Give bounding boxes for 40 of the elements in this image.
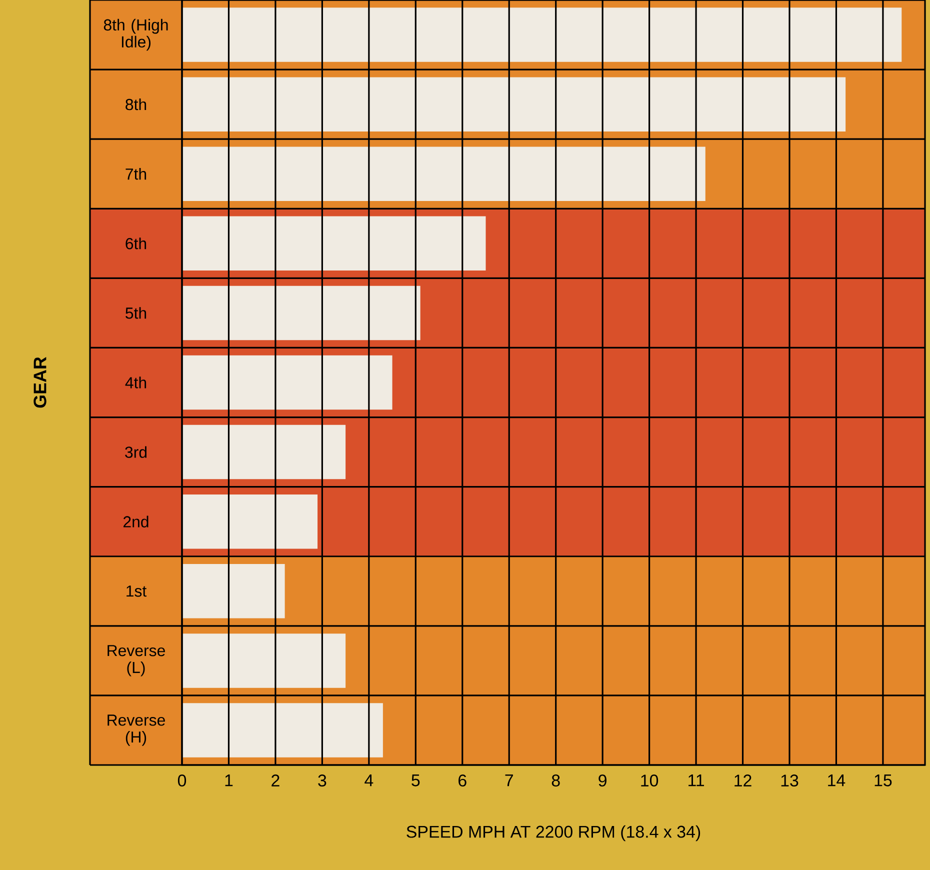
bar [182,8,902,62]
x-tick-label: 4 [364,774,374,786]
y-tick-label: 3rd [125,446,146,458]
x-tick-label: 11 [688,774,704,786]
x-tick-label: 15 [874,774,892,786]
x-tick-label: 3 [318,774,326,787]
bar [182,703,383,758]
y-tick-label: 7th [126,168,146,180]
y-tick-label: 8th [126,98,146,110]
bar [182,424,346,480]
y-tick-label: Reverse (H) [108,714,165,746]
bar [182,355,392,410]
bar [182,77,846,132]
bar [182,146,706,201]
x-tick-label: 5 [412,774,420,786]
x-tick-label: 14 [828,774,846,786]
x-tick-label: 8 [552,774,560,787]
x-tick-label: 2 [272,774,280,786]
x-tick-label: 0 [178,774,186,787]
x-axis-title: SPEED MPH AT 2200 RPM (18.4 x 34) [406,825,700,842]
x-tick-label: 6 [458,774,466,787]
y-tick-label: 2nd [124,516,148,528]
x-tick-label: 10 [641,774,658,787]
y-tick-label: 8th (High Idle) [104,18,168,51]
bar [182,634,346,688]
bar [182,216,486,271]
bar [182,564,285,618]
y-axis-title: GEAR [34,356,46,408]
x-tick-label: 12 [734,774,752,786]
bar [182,286,420,340]
y-tick-label: 5th [126,307,146,319]
x-tick-label: 7 [505,774,513,786]
x-tick-label: 9 [598,774,606,787]
y-tick-label: 1st [126,586,147,597]
bar [182,494,318,549]
x-tick-label: 1 [225,774,233,786]
y-tick-label: Reverse (L) [108,645,165,676]
y-tick-label: 4th [125,376,146,388]
y-tick-label: 6th [126,238,146,250]
x-tick-label: 13 [781,774,798,787]
